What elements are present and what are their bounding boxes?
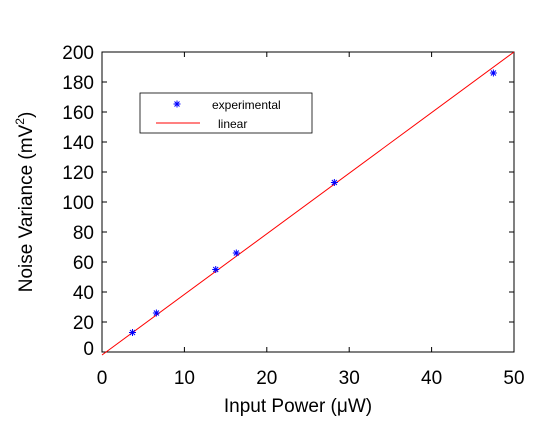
- y-tick-label: 120: [62, 163, 94, 184]
- y-axis-label-main: Noise Variance (mV: [16, 124, 37, 292]
- legend-marker-star: [173, 100, 181, 108]
- axis-ticks: 0 10 20 30 40 50 0 20 40 60 80 100 120 140 160 180 200: [62, 43, 524, 389]
- y-tick-label: 60: [73, 253, 94, 274]
- series-layer: [101, 51, 515, 356]
- legend-label-linear: linear: [218, 117, 247, 131]
- y-tick-label: 20: [73, 313, 94, 334]
- legend-marker-experimental: [173, 100, 181, 108]
- legend-label-experimental: experimental: [212, 98, 281, 112]
- x-tick-label: 30: [339, 368, 360, 389]
- y-tick-label: 160: [62, 103, 94, 124]
- y-axis-label-superscript: 2: [13, 118, 27, 125]
- data-point: [212, 266, 220, 273]
- y-tick-label: 140: [62, 133, 94, 154]
- legend-box: [139, 92, 313, 134]
- y-tick-label: 100: [62, 193, 94, 214]
- legend: experimental linear: [139, 92, 313, 134]
- data-point: [489, 69, 497, 77]
- y-tick-label: 80: [73, 223, 94, 244]
- x-tick-label: 0: [97, 368, 108, 389]
- data-point: [232, 249, 240, 257]
- series-line-linear: [101, 51, 515, 356]
- x-tick-label: 50: [503, 368, 524, 389]
- x-axis-label: Input Power (μW): [224, 396, 372, 417]
- x-tick-label: 20: [256, 368, 277, 389]
- data-point: [128, 329, 136, 336]
- y-axis-label: Noise Variance (mV2): [13, 112, 37, 293]
- y-tick-label: 40: [73, 283, 94, 304]
- y-axis-label-close: ): [16, 112, 37, 118]
- x-tick-label: 40: [421, 368, 442, 389]
- data-point: [330, 179, 338, 186]
- data-point: [152, 309, 160, 317]
- x-tick-label: 10: [174, 368, 195, 389]
- y-tick-label: 180: [62, 73, 94, 94]
- y-tick-label: 200: [62, 43, 94, 64]
- y-tick-label: 0: [83, 339, 94, 360]
